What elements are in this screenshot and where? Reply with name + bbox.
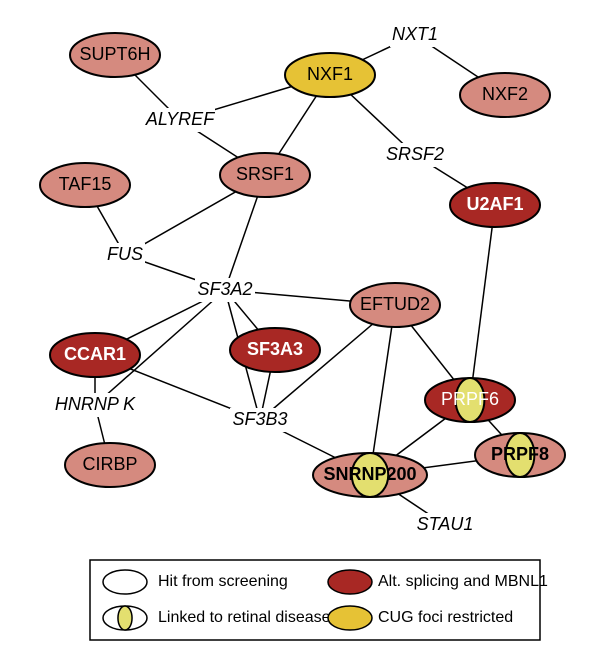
connector-label-SRSF2: SRSF2 (386, 144, 444, 164)
connector-SRSF2: SRSF2 (385, 143, 445, 167)
connector-SF3B3: SF3B3 (230, 408, 290, 432)
node-label-TAF15: TAF15 (59, 174, 112, 194)
connector-label-HNRNPK: HNRNP K (55, 394, 136, 414)
node-label-U2AF1: U2AF1 (466, 194, 523, 214)
node-NXF2: NXF2 (460, 73, 550, 117)
connector-label-SF3B3: SF3B3 (232, 409, 287, 429)
node-TAF15: TAF15 (40, 163, 130, 207)
connector-label-ALYREF: ALYREF (145, 109, 215, 129)
connector-STAU1: STAU1 (415, 513, 475, 537)
node-CIRBP: CIRBP (65, 443, 155, 487)
edge-U2AF1-PRPF6 (470, 205, 495, 400)
connector-FUS: FUS (105, 243, 145, 267)
node-NXF1: NXF1 (285, 53, 375, 97)
legend-item-1: Linked to retinal disease (103, 606, 331, 630)
legend-frame (90, 560, 540, 640)
legend: Hit from screening Linked to retinal dise… (90, 560, 548, 640)
node-SRSF1: SRSF1 (220, 153, 310, 197)
legend-item-0: Hit from screening (103, 570, 288, 594)
node-label-SUPT6H: SUPT6H (79, 44, 150, 64)
legend-item-3: CUG foci restricted (328, 606, 513, 630)
legend-label-3: CUG foci restricted (378, 609, 513, 626)
node-label-SNRNP200: SNRNP200 (323, 464, 416, 484)
legend-label-0: Hit from screening (158, 573, 288, 590)
connector-HNRNPK: HNRNP K (55, 393, 136, 417)
node-label-SF3A3: SF3A3 (247, 339, 303, 359)
node-SF3A3: SF3A3 (230, 328, 320, 372)
node-EFTUD2: EFTUD2 (350, 283, 440, 327)
connector-SF3A2: SF3A2 (195, 278, 255, 302)
node-label-NXF2: NXF2 (482, 84, 528, 104)
node-label-EFTUD2: EFTUD2 (360, 294, 430, 314)
node-PRPF8: PRPF8 (475, 433, 565, 477)
node-U2AF1: U2AF1 (450, 183, 540, 227)
node-SNRNP200: SNRNP200 (313, 453, 427, 497)
node-label-SRSF1: SRSF1 (236, 164, 294, 184)
legend-label-1: Linked to retinal disease (158, 609, 331, 626)
connector-label-FUS: FUS (107, 244, 143, 264)
node-SUPT6H: SUPT6H (70, 33, 160, 77)
edge-EFTUD2-SNRNP200 (370, 305, 395, 475)
connector-label-SF3A2: SF3A2 (197, 279, 252, 299)
node-label-PRPF6: PRPF6 (441, 389, 499, 409)
node-label-CIRBP: CIRBP (82, 454, 137, 474)
legend-label-2: Alt. splicing and MBNL1 (378, 573, 548, 590)
connector-ALYREF: ALYREF (145, 108, 215, 132)
legend-item-2: Alt. splicing and MBNL1 (328, 570, 548, 594)
node-label-PRPF8: PRPF8 (491, 444, 549, 464)
connector-NXT1: NXT1 (390, 23, 440, 47)
network-diagram: NXT1 ALYREF SRSF2 FUS SF3A2 HNRNP K SF3B3 STAU1… (0, 0, 614, 657)
node-label-NXF1: NXF1 (307, 64, 353, 84)
node-PRPF6: PRPF6 (425, 378, 515, 422)
connector-label-STAU1: STAU1 (417, 514, 474, 534)
node-CCAR1: CCAR1 (50, 333, 140, 377)
node-label-CCAR1: CCAR1 (64, 344, 126, 364)
connector-label-NXT1: NXT1 (392, 24, 438, 44)
